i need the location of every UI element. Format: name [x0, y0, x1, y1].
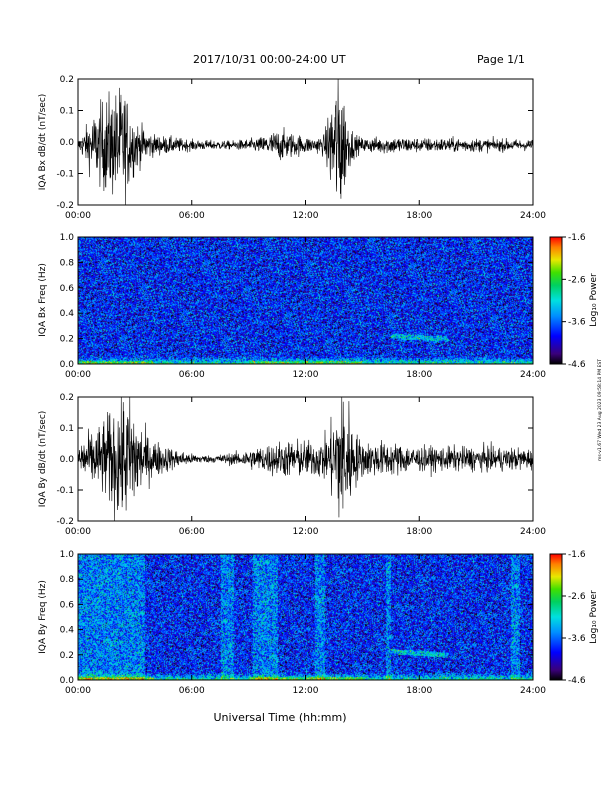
x-tick-label: 18:00 — [406, 211, 432, 221]
waveform-path — [77, 78, 534, 206]
colorbar-tick-label: -1.6 — [568, 550, 586, 560]
x-tick-label: 00:00 — [65, 527, 91, 537]
y-tick-label: 0.6 — [60, 600, 75, 610]
y-tick-label: 0.8 — [60, 258, 75, 268]
by-dbdt-y-ticks: -0.2 -0.1 0.0 0.1 0.2 — [56, 393, 533, 527]
x-tick-label: 06:00 — [179, 686, 205, 696]
y-tick-label: 0.0 — [60, 360, 75, 370]
panel-by-dbdt: -0.2 -0.1 0.0 0.1 0.2 00:00 06:00 12:00 18:00 24… — [38, 393, 546, 537]
colorbar-tick-label: -3.6 — [568, 634, 586, 644]
y-tick-label: 1.0 — [60, 550, 75, 560]
panel-bx-spectrogram: 0.0 0.2 0.4 0.6 0.8 1.0 00:00 06:00 12:00 18:00 2… — [38, 233, 599, 380]
colorbar-tick-label: -4.6 — [568, 676, 586, 686]
x-tick-label: 24:00 — [520, 211, 546, 221]
y-tick-label: 0.0 — [60, 138, 75, 148]
generator-stamp: ms-v1.67 Wed 23 Aug 2023 09:58:14 PM EST — [597, 359, 603, 461]
panel-bx-dbdt: -0.2 -0.1 0.0 0.1 0.2 00:00 06:00 12:00 18:00 24… — [38, 75, 546, 221]
bx-colorbar — [549, 236, 563, 365]
x-tick-label: 18:00 — [406, 370, 432, 380]
bx-spectrogram-image — [78, 237, 533, 364]
x-tick-label: 06:00 — [179, 211, 205, 221]
x-tick-label: 24:00 — [520, 686, 546, 696]
colorbar-tick-label: -2.6 — [568, 275, 586, 285]
by-dbdt-x-ticks: 00:00 06:00 12:00 18:00 24:00 — [65, 397, 546, 537]
y-tick-label: 0.4 — [60, 626, 75, 636]
y-tick-label: 0.6 — [60, 284, 75, 294]
y-tick-label: 0.1 — [60, 107, 74, 117]
by-colorbar-ticks: -1.6 -2.6 -3.6 -4.6 — [562, 550, 586, 686]
bx-colorbar-ticks: -1.6 -2.6 -3.6 -4.6 — [562, 233, 586, 370]
y-tick-label: 1.0 — [60, 233, 75, 243]
page-title: 2017/10/31 00:00-24:00 UT — [193, 53, 346, 66]
x-tick-label: 12:00 — [293, 686, 319, 696]
y-tick-label: -0.2 — [56, 517, 74, 527]
x-tick-label: 12:00 — [293, 211, 319, 221]
x-tick-label: 00:00 — [65, 370, 91, 380]
by-spectrogram-y-ticks: 0.0 0.2 0.4 0.6 0.8 1.0 — [60, 550, 533, 686]
x-tick-label: 12:00 — [293, 527, 319, 537]
y-tick-label: -0.2 — [56, 201, 74, 211]
colorbar-tick-label: -1.6 — [568, 233, 586, 243]
x-tick-label: 00:00 — [65, 686, 91, 696]
by-spectrogram-image — [78, 554, 533, 680]
x-tick-label: 06:00 — [179, 527, 205, 537]
y-tick-label: 0.2 — [60, 75, 74, 85]
bx-dbdt-y-ticks: -0.2 -0.1 0.0 0.1 0.2 — [56, 75, 533, 211]
bx-spectrogram-y-ticks: 0.0 0.2 0.4 0.6 0.8 1.0 — [60, 233, 533, 370]
y-tick-label: 0.0 — [60, 455, 75, 465]
x-tick-label: 24:00 — [520, 527, 546, 537]
y-tick-label: 0.2 — [60, 393, 74, 403]
by-colorbar-label: Log₁₀ Power — [589, 590, 599, 644]
x-tick-label: 18:00 — [406, 527, 432, 537]
bx-spectrogram-x-ticks: 00:00 06:00 12:00 18:00 24:00 — [65, 237, 546, 380]
by-spectrogram-x-ticks: 00:00 06:00 12:00 18:00 24:00 — [65, 554, 546, 696]
bx-dbdt-x-ticks: 00:00 06:00 12:00 18:00 24:00 — [65, 79, 546, 221]
bx-colorbar-label: Log₁₀ Power — [589, 273, 599, 327]
by-spectrogram-ylabel: IQA By Freq (Hz) — [38, 580, 48, 654]
by-dbdt-trace — [77, 396, 534, 522]
y-tick-label: 0.4 — [60, 309, 75, 319]
by-colorbar — [549, 553, 563, 681]
by-dbdt-ylabel: IQA By dB/dt (nT/sec) — [38, 411, 48, 508]
x-tick-label: 06:00 — [179, 370, 205, 380]
x-tick-label: 12:00 — [293, 370, 319, 380]
x-tick-label: 18:00 — [406, 686, 432, 696]
bx-spectrogram-ylabel: IQA Bx Freq (Hz) — [38, 263, 48, 337]
page-number: Page 1/1 — [477, 53, 525, 66]
y-tick-label: -0.1 — [56, 486, 74, 496]
y-tick-label: 0.0 — [60, 676, 75, 686]
x-tick-label: 24:00 — [520, 370, 546, 380]
colorbar-tick-label: -4.6 — [568, 360, 586, 370]
colorbar-tick-label: -2.6 — [568, 592, 586, 602]
bx-dbdt-ylabel: IQA Bx dB/dt (nT/sec) — [38, 94, 48, 191]
x-tick-label: 00:00 — [65, 211, 91, 221]
panel-by-spectrogram: 0.0 0.2 0.4 0.6 0.8 1.0 00:00 06:00 12:00 18:00 2… — [38, 550, 599, 696]
y-tick-label: 0.8 — [60, 575, 75, 585]
y-tick-label: 0.2 — [60, 651, 74, 661]
y-tick-label: 0.2 — [60, 335, 74, 345]
x-axis-label: Universal Time (hh:mm) — [214, 711, 347, 724]
colorbar-tick-label: -3.6 — [568, 318, 586, 328]
waveform-path — [77, 396, 534, 522]
bx-dbdt-trace — [77, 78, 534, 206]
y-tick-label: 0.1 — [60, 424, 74, 434]
y-tick-label: -0.1 — [56, 170, 74, 180]
